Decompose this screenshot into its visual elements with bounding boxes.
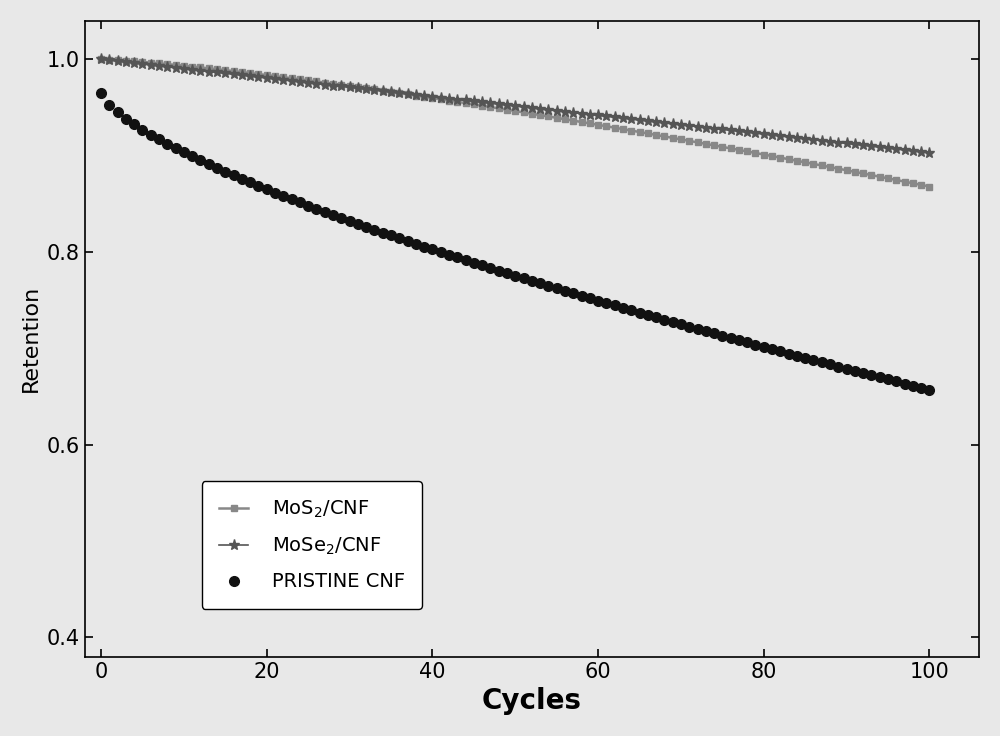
PRISTINE CNF (476, 261, 488, 270)
MoS$_2$/CNF (153, 59, 165, 68)
MoSe$_2$/CNF (302, 78, 314, 87)
Legend: MoS$_2$/CNF, MoSe$_2$/CNF, PRISTINE CNF: MoS$_2$/CNF, MoSe$_2$/CNF, PRISTINE CNF (202, 481, 422, 609)
MoS$_2$/CNF (592, 121, 604, 130)
Line: MoS$_2$/CNF: MoS$_2$/CNF (98, 56, 933, 190)
Y-axis label: Retention: Retention (21, 285, 41, 392)
PRISTINE CNF (716, 331, 728, 340)
MoS$_2$/CNF (923, 182, 935, 191)
MoSe$_2$/CNF (923, 149, 935, 158)
Line: PRISTINE CNF: PRISTINE CNF (96, 88, 934, 394)
PRISTINE CNF (592, 296, 604, 305)
MoS$_2$/CNF (95, 55, 107, 64)
MoS$_2$/CNF (716, 143, 728, 152)
MoSe$_2$/CNF (476, 98, 488, 107)
PRISTINE CNF (923, 386, 935, 394)
MoS$_2$/CNF (476, 102, 488, 110)
MoS$_2$/CNF (675, 135, 687, 144)
MoSe$_2$/CNF (675, 121, 687, 130)
MoSe$_2$/CNF (592, 111, 604, 120)
MoSe$_2$/CNF (95, 55, 107, 64)
MoSe$_2$/CNF (153, 62, 165, 71)
Line: MoSe$_2$/CNF: MoSe$_2$/CNF (96, 54, 935, 158)
MoSe$_2$/CNF (716, 125, 728, 134)
PRISTINE CNF (95, 88, 107, 97)
X-axis label: Cycles: Cycles (482, 687, 582, 715)
PRISTINE CNF (675, 320, 687, 329)
PRISTINE CNF (302, 201, 314, 210)
MoS$_2$/CNF (302, 76, 314, 85)
PRISTINE CNF (153, 135, 165, 144)
